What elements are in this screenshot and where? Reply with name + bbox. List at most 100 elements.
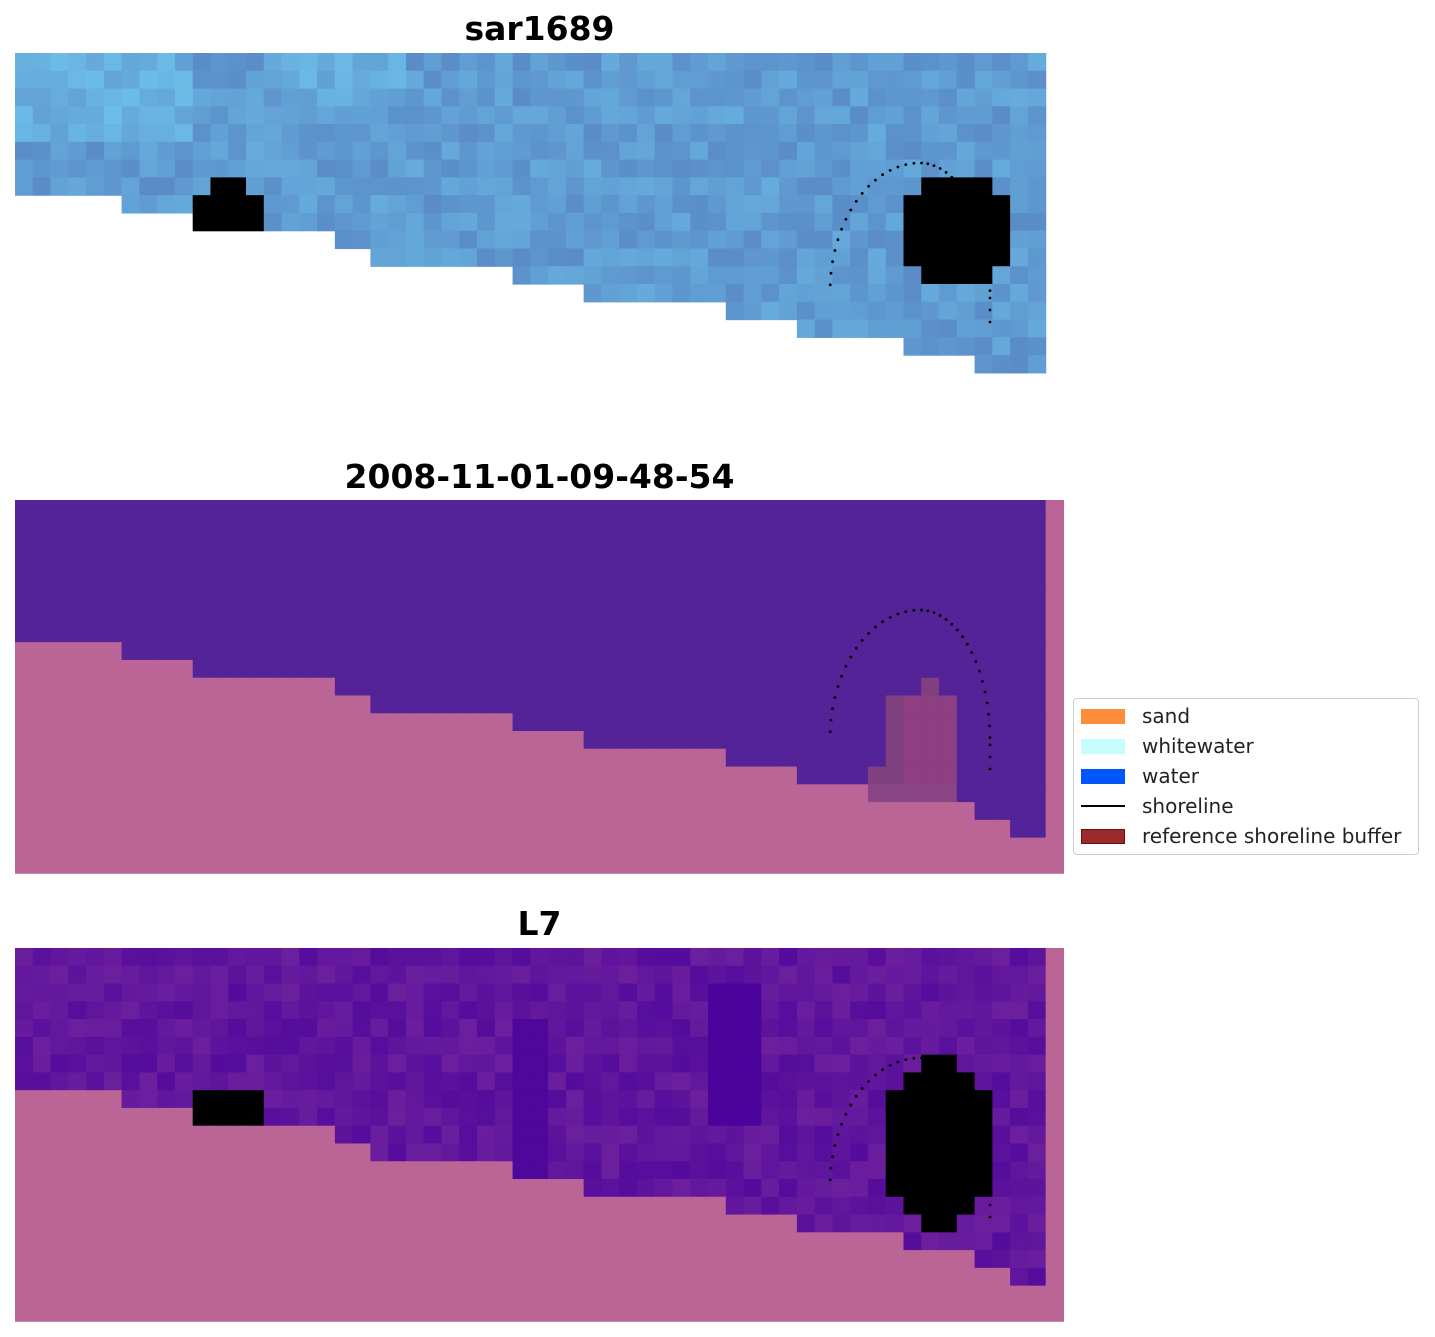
class-pixel <box>636 713 656 732</box>
image-pixel <box>210 70 229 90</box>
class-pixel <box>974 588 993 608</box>
index-pixel <box>903 1303 922 1322</box>
image-pixel <box>548 195 567 214</box>
class-pixel <box>654 748 674 768</box>
class-pixel <box>779 784 798 803</box>
index-pixel <box>903 1285 922 1304</box>
image-pixel <box>157 106 176 125</box>
class-pixel <box>494 695 514 714</box>
class-pixel <box>796 748 816 768</box>
class-pixel <box>921 713 940 732</box>
index-pixel <box>779 1285 798 1304</box>
index-pixel <box>601 1019 620 1038</box>
shoreline-point <box>912 161 916 165</box>
class-pixel <box>939 553 958 572</box>
index-pixel <box>992 1196 1011 1216</box>
index-pixel <box>317 1036 336 1056</box>
index-pixel <box>157 1179 176 1198</box>
class-pixel <box>512 571 531 590</box>
index-pixel <box>992 1107 1011 1127</box>
image-pixel <box>725 141 745 161</box>
index-pixel <box>512 1107 531 1127</box>
image-pixel <box>974 212 993 232</box>
index-pixel <box>317 1054 336 1073</box>
shoreline-point <box>988 289 992 292</box>
class-pixel <box>654 517 674 537</box>
class-pixel <box>956 837 976 856</box>
class-pixel <box>352 624 371 643</box>
index-pixel <box>850 1125 869 1145</box>
index-pixel <box>210 1285 229 1304</box>
image-pixel <box>654 212 674 232</box>
class-pixel <box>885 748 905 768</box>
index-pixel <box>405 1107 425 1127</box>
class-pixel <box>423 802 443 821</box>
index-pixel <box>388 1001 407 1020</box>
index-pixel <box>601 1107 620 1127</box>
index-pixel <box>636 1250 656 1269</box>
class-pixel <box>974 677 993 697</box>
class-pixel <box>32 571 52 590</box>
index-pixel <box>477 1161 496 1180</box>
image-pixel <box>850 230 869 250</box>
index-pixel <box>1045 1285 1065 1304</box>
index-pixel <box>885 1267 905 1287</box>
index-pixel <box>850 1161 869 1180</box>
index-pixel <box>246 1001 265 1020</box>
class-pixel <box>636 731 656 750</box>
index-pixel <box>281 983 300 1002</box>
image-pixel <box>423 177 443 196</box>
index-pixel <box>903 948 922 967</box>
class-pixel <box>956 659 976 679</box>
index-pixel <box>814 1179 834 1198</box>
class-pixel <box>370 695 389 714</box>
class-pixel <box>423 606 443 625</box>
index-pixel <box>548 1001 567 1020</box>
class-pixel <box>15 855 34 874</box>
image-pixel <box>1010 70 1029 90</box>
index-pixel <box>405 1303 425 1322</box>
index-pixel <box>565 1001 585 1020</box>
class-pixel <box>423 659 443 679</box>
class-pixel <box>370 553 389 572</box>
class-pixel <box>210 535 229 554</box>
index-pixel <box>708 1072 727 1091</box>
image-pixel <box>654 195 674 214</box>
index-pixel <box>86 1267 105 1287</box>
class-pixel <box>619 731 638 750</box>
index-pixel <box>779 1107 798 1127</box>
class-pixel <box>15 748 34 768</box>
class-pixel <box>850 819 869 839</box>
index-pixel <box>317 1303 336 1322</box>
class-pixel <box>370 535 389 554</box>
class-pixel <box>477 837 496 856</box>
class-pixel <box>228 588 247 608</box>
class-pixel <box>334 695 354 714</box>
class-pixel <box>139 606 158 625</box>
class-pixel <box>832 837 851 856</box>
index-pixel <box>548 1107 567 1127</box>
shoreline-point <box>978 222 981 226</box>
legend-label: shoreline <box>1142 794 1234 818</box>
class-pixel <box>1010 819 1029 839</box>
class-pixel <box>832 784 851 803</box>
image-pixel <box>32 88 52 107</box>
image-pixel <box>814 141 834 161</box>
index-pixel <box>548 1161 567 1180</box>
index-pixel <box>867 948 887 967</box>
class-pixel <box>548 748 567 768</box>
image-pixel <box>352 124 371 143</box>
index-pixel <box>263 1125 283 1145</box>
image-pixel <box>352 212 371 232</box>
index-pixel <box>246 1036 265 1056</box>
class-pixel <box>832 517 851 537</box>
class-pixel <box>548 819 567 839</box>
class-pixel <box>103 731 123 750</box>
index-pixel <box>174 1267 194 1287</box>
class-pixel <box>654 624 674 643</box>
shoreline-point <box>965 1090 969 1094</box>
index-pixel <box>15 1072 34 1091</box>
image-pixel <box>103 53 123 72</box>
class-pixel <box>15 571 34 590</box>
image-pixel <box>530 195 549 214</box>
